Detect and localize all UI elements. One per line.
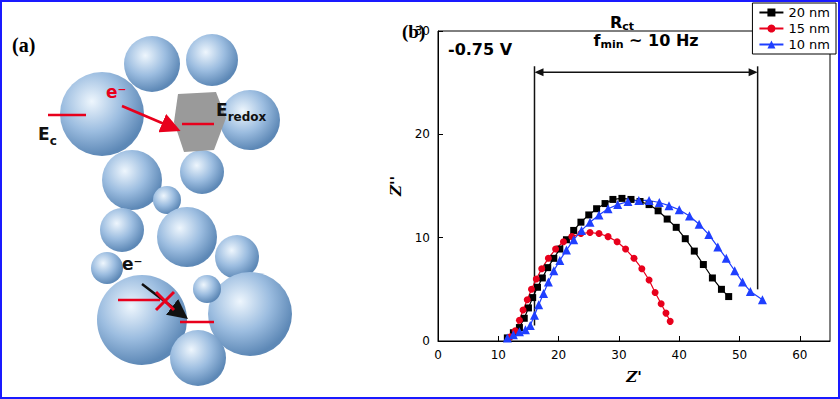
svg-text:Eredox: Eredox: [216, 100, 267, 124]
svg-text:(a): (a): [12, 34, 35, 57]
svg-text:60: 60: [792, 348, 807, 362]
svg-text:20 nm: 20 nm: [788, 5, 830, 20]
svg-text:(b): (b): [402, 21, 425, 43]
svg-text:10 nm: 10 nm: [788, 37, 830, 52]
svg-text:ct: ct: [622, 20, 634, 33]
svg-text:50: 50: [732, 348, 747, 362]
svg-text:0: 0: [434, 348, 442, 362]
svg-text:Ec: Ec: [38, 124, 57, 148]
svg-text:15 nm: 15 nm: [788, 21, 830, 36]
svg-text:10: 10: [415, 231, 430, 245]
svg-text:40: 40: [672, 348, 687, 362]
svg-text:e⁻: e⁻: [122, 254, 143, 274]
svg-text:20: 20: [415, 127, 430, 141]
svg-text:e⁻: e⁻: [106, 82, 127, 102]
svg-text:Z'': Z'': [387, 176, 405, 197]
svg-text:f: f: [593, 30, 601, 50]
svg-text:30: 30: [611, 348, 626, 362]
svg-text:0: 0: [422, 334, 430, 348]
svg-text:~ 10 Hz: ~ 10 Hz: [624, 31, 699, 50]
svg-text:10: 10: [491, 348, 506, 362]
svg-text:Z': Z': [625, 368, 642, 386]
svg-text:20: 20: [551, 348, 566, 362]
svg-text:-0.75 V: -0.75 V: [448, 40, 513, 59]
svg-text:R: R: [610, 13, 622, 32]
svg-text:min: min: [600, 38, 623, 51]
